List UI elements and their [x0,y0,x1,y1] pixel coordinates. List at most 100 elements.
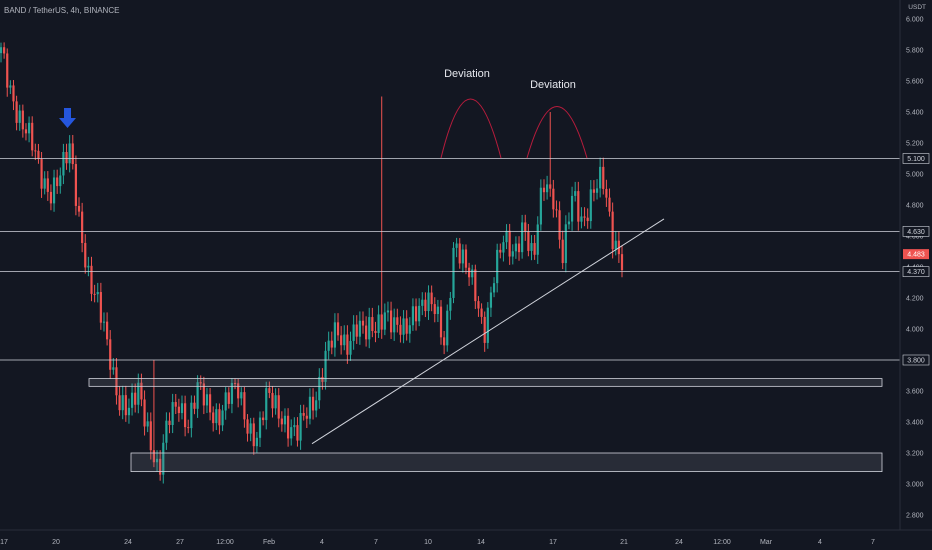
candle-body [274,395,277,409]
candle-body [168,420,171,426]
price-tick-label: 4.800 [906,203,924,210]
candle-body [293,425,296,428]
down-arrow-icon [59,108,76,128]
candle-body [377,314,380,333]
candle-body [31,122,34,151]
candle-body [461,249,464,264]
candle-body [583,216,586,218]
candle-body [502,242,505,253]
candle-body [137,382,140,405]
candle-body [558,210,561,240]
candle-body [205,394,209,406]
candle-body [389,310,393,333]
candle-body [602,166,605,189]
candle-body [34,150,37,152]
price-tick-label: 5.200 [906,141,924,148]
candle-body [37,150,40,160]
candle-body [539,187,542,225]
candle-body [467,267,471,278]
candle-body [305,415,308,419]
candle-body [87,265,90,268]
candle-body [258,417,262,438]
candle-body [402,318,405,335]
candle-body [533,243,536,255]
candle-body [574,191,577,196]
candle-body [330,340,333,348]
time-axis[interactable] [0,530,932,550]
level-price-label: 4.370 [907,269,925,276]
candle-body [24,129,28,134]
time-tick-label: Feb [263,539,275,546]
candle-body [589,189,592,222]
candle-body [439,306,443,338]
candle-body [480,308,483,317]
candle-body [180,403,184,414]
time-tick-label: 4 [320,539,324,546]
candle-body [59,175,62,187]
time-tick-label: 24 [124,539,132,546]
price-tick-label: 3.600 [906,389,924,396]
candle-body [215,409,218,424]
candle-body [74,164,77,206]
candle-body [564,224,567,264]
candle-body [308,396,312,419]
candle-body [208,394,212,413]
candle-body [586,217,589,222]
trendline [311,218,665,445]
candle-body [43,178,46,189]
candle-body [265,388,268,421]
candle-body [81,211,84,243]
candle-body [299,412,302,441]
time-tick-label: 10 [424,539,432,546]
price-labels: 5.100 4.630 4.370 3.800 4.483 [902,153,930,366]
candle-body [443,337,446,346]
candle-body [121,395,124,411]
candle-body [595,188,599,193]
candle-body [405,318,408,334]
candle-body [52,177,56,204]
price-tick-label: 2.800 [906,513,924,520]
annotations-layer: Deviation Deviation [59,68,588,159]
level-price-label: 5.100 [907,156,925,163]
candle-body [452,247,455,298]
candle-body [383,312,386,330]
candle-body [233,382,237,384]
candle-body [118,395,121,411]
candle-body [343,334,346,346]
candle-body [227,392,230,404]
support-zone [130,452,883,473]
price-tick-label: 5.000 [906,172,924,179]
candle-body [62,151,65,176]
price-tick-label: 5.400 [906,110,924,117]
candle-body [483,316,486,343]
candle-body [240,392,243,399]
candle-body [527,231,530,251]
candle-body [177,406,180,414]
candle-body [315,400,318,411]
candle-body [149,421,152,451]
candle-body [12,85,15,102]
candle-body [68,143,71,164]
candle-body [224,392,227,411]
level-price-label: 3.800 [907,358,925,365]
candle-body [162,442,165,475]
candle-body [492,283,496,293]
last-price-label: 4.483 [907,252,925,259]
candle-body [18,110,21,123]
candle-body [237,383,240,399]
candle-body [6,53,9,88]
candle-body [358,320,361,337]
candle-body [555,209,558,211]
candle-body [243,392,246,420]
candle-body [0,47,3,54]
candle-body [146,421,149,427]
price-axis[interactable] [900,0,932,530]
candle-body [411,306,415,326]
candle-body [199,382,202,384]
candle-body [605,188,608,198]
candle-body [567,221,571,225]
candle-body [371,317,374,331]
candle-body [611,211,614,250]
candle-body [255,437,258,447]
